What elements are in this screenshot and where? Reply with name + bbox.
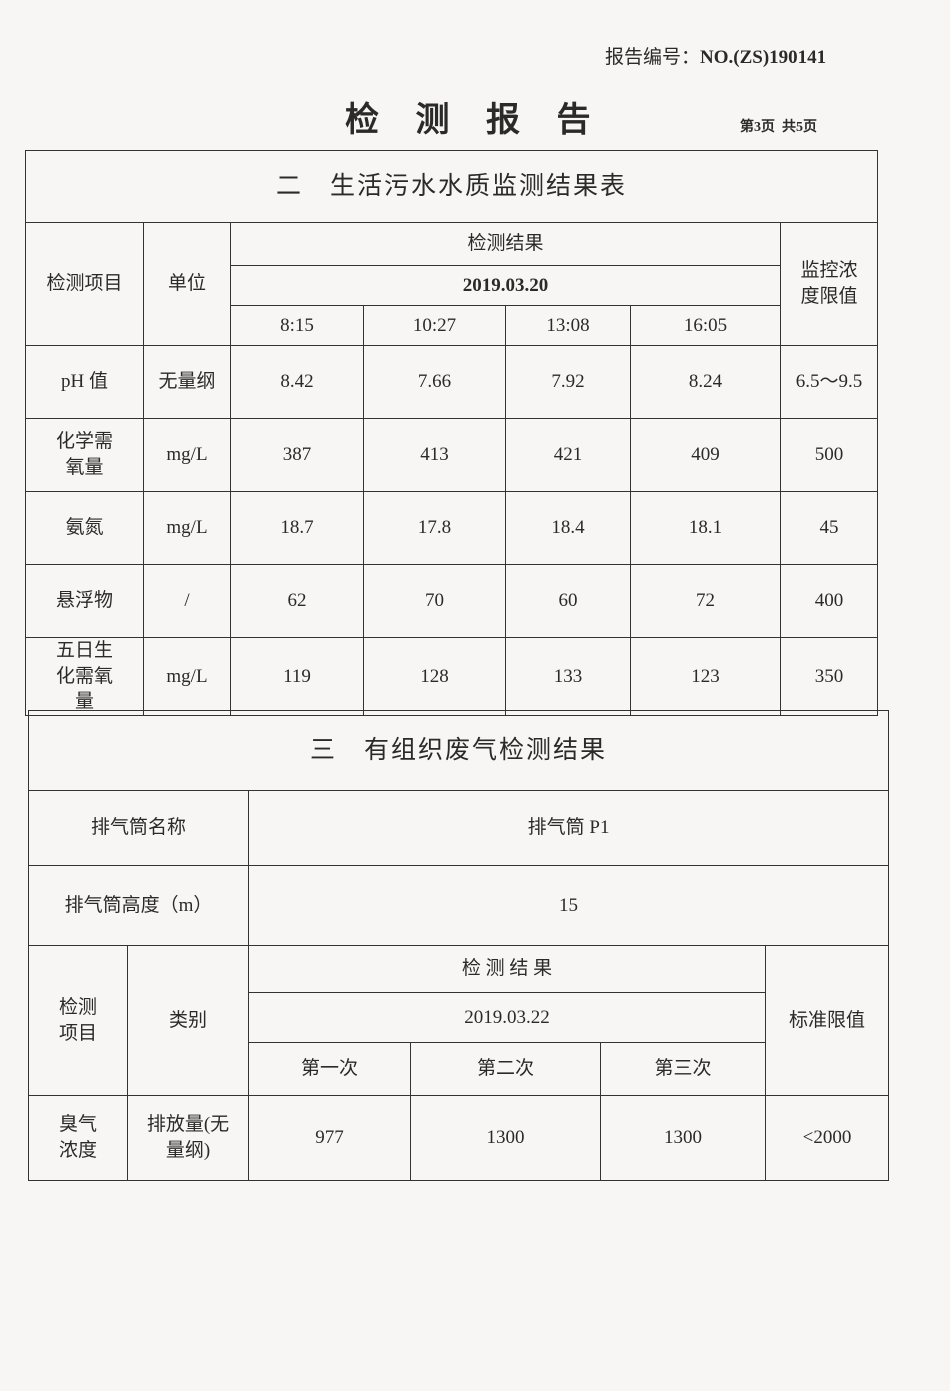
time-3: 13:08 <box>505 305 631 346</box>
limit: 350 <box>779 637 879 716</box>
table-row: 五日生化需氧量 mg/L 119 128 133 123 350 <box>25 637 879 716</box>
header-results: 检 测 结 果 <box>248 945 766 993</box>
run-1: 第一次 <box>248 1042 411 1096</box>
value: 62 <box>230 564 364 638</box>
table-row: 化学需氧量 mg/L 387 413 421 409 500 <box>25 418 879 492</box>
value: 18.1 <box>630 491 781 565</box>
time-1: 8:15 <box>230 305 364 346</box>
unit: mg/L <box>143 637 231 716</box>
limit: 400 <box>779 564 879 638</box>
value: 119 <box>230 637 364 716</box>
table-row: 氨氮 mg/L 18.7 17.8 18.4 18.1 45 <box>25 491 879 565</box>
unit: 无量纲 <box>143 345 231 419</box>
run-2: 第二次 <box>410 1042 601 1096</box>
table-title: 二 生活污水水质监测结果表 <box>24 150 879 223</box>
value: 8.42 <box>230 345 364 419</box>
value: 413 <box>363 418 506 492</box>
water-quality-table: 二 生活污水水质监测结果表 检测项目 单位 检测结果 监控浓度限值 2019.0… <box>24 150 879 716</box>
document-title: 检 测 报 告 <box>345 102 605 139</box>
value: 409 <box>630 418 781 492</box>
time-2: 10:27 <box>363 305 506 346</box>
time-4: 16:05 <box>630 305 781 346</box>
limit: 45 <box>779 491 879 565</box>
table-title: 三 有组织废气检测结果 <box>27 710 890 791</box>
header-date: 2019.03.20 <box>230 265 781 306</box>
run-3: 第三次 <box>600 1042 766 1096</box>
unit: mg/L <box>143 418 231 492</box>
item: 氨氮 <box>25 491 144 565</box>
stack-name: 排气筒 P1 <box>247 790 890 866</box>
value: 128 <box>363 637 506 716</box>
stack-name-label: 排气筒名称 <box>28 790 249 866</box>
item: pH 值 <box>25 345 144 419</box>
header-type: 类别 <box>127 945 249 1096</box>
value: 18.4 <box>505 491 631 565</box>
header-unit: 单位 <box>143 222 231 346</box>
header-limit: 监控浓度限值 <box>779 222 879 346</box>
limit: <2000 <box>764 1095 890 1181</box>
limit: 6.5～9.5 <box>779 345 879 419</box>
item: 五日生化需氧量 <box>25 637 144 716</box>
value: 133 <box>505 637 631 716</box>
unit: / <box>143 564 231 638</box>
item: 化学需氧量 <box>25 418 144 492</box>
value: 72 <box>630 564 781 638</box>
type: 排放量(无量纲) <box>127 1095 249 1181</box>
table-row: 臭气浓度 排放量(无量纲) 977 1300 1300 <2000 <box>28 1095 890 1181</box>
item: 臭气浓度 <box>28 1095 128 1181</box>
value: 8.24 <box>630 345 781 419</box>
value: 70 <box>363 564 506 638</box>
header-results: 检测结果 <box>230 222 781 266</box>
value: 387 <box>230 418 364 492</box>
report-number: 报告编号：NO.(ZS)190141 <box>605 47 827 68</box>
value: 421 <box>505 418 631 492</box>
value: 977 <box>248 1095 411 1181</box>
limit: 500 <box>779 418 879 492</box>
table-row: pH 值无量纲 8.42 7.66 7.92 8.24 6.5～9.5 <box>25 345 879 419</box>
header-item: 检测项目 <box>25 222 144 346</box>
unit: mg/L <box>143 491 231 565</box>
value: 17.8 <box>363 491 506 565</box>
header-item: 检测项目 <box>28 945 128 1096</box>
item: 悬浮物 <box>25 564 144 638</box>
exhaust-gas-table: 三 有组织废气检测结果 排气筒名称 排气筒 P1 排气筒高度（m） 15 检测项目 … <box>27 710 890 1181</box>
header-date: 2019.03.22 <box>248 992 766 1043</box>
table-row: 悬浮物/62 70 60 72 400 <box>25 564 879 638</box>
value: 7.92 <box>505 345 631 419</box>
page-info: 第3页 共5页 <box>740 120 817 135</box>
value: 123 <box>630 637 781 716</box>
header-limit: 标准限值 <box>764 945 890 1096</box>
value: 1300 <box>410 1095 601 1181</box>
value: 18.7 <box>230 491 364 565</box>
stack-height-label: 排气筒高度（m） <box>28 865 249 946</box>
value: 1300 <box>600 1095 766 1181</box>
value: 60 <box>505 564 631 638</box>
value: 7.66 <box>363 345 506 419</box>
stack-height: 15 <box>247 865 890 946</box>
